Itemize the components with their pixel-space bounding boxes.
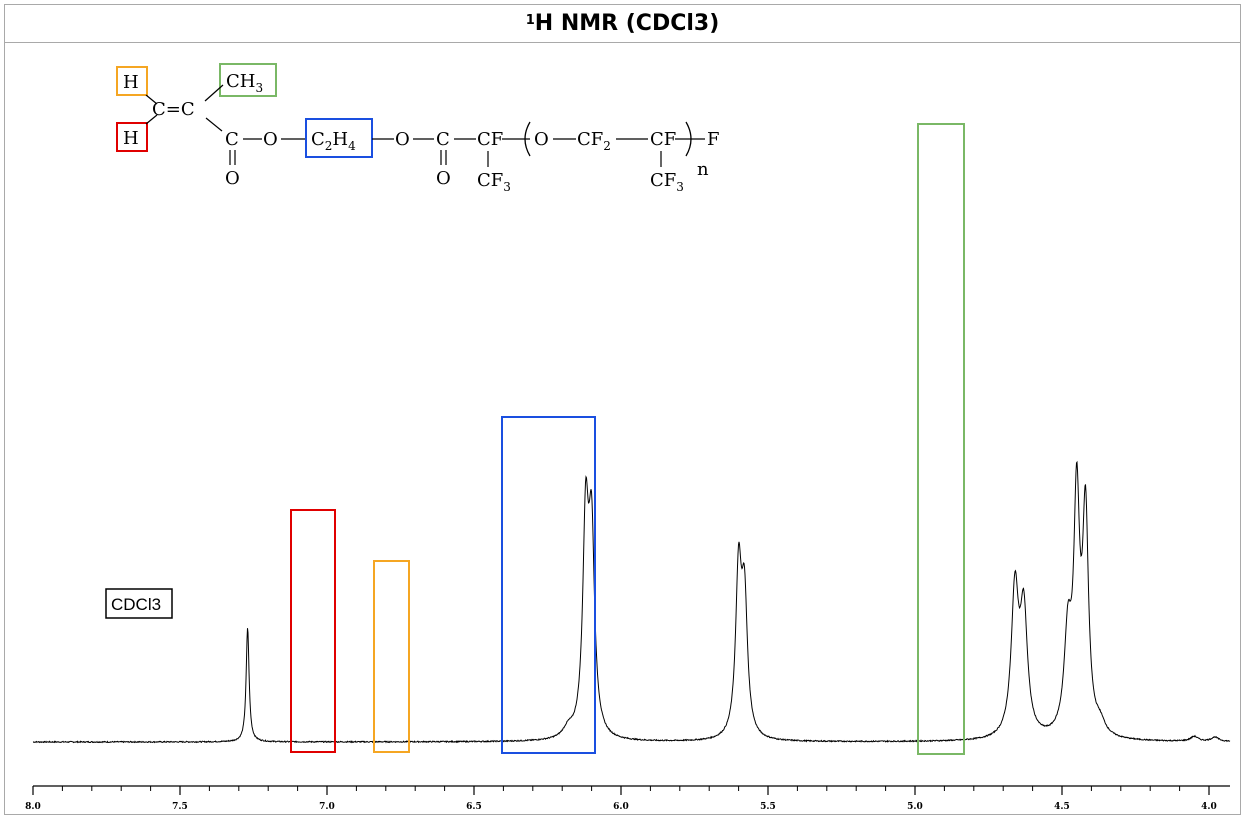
cf2-main: CF <box>577 129 603 150</box>
c2h4-c-sub: 2 <box>325 139 333 153</box>
repeat-oxygen: O <box>534 129 549 150</box>
bond-carbonyl <box>205 117 223 132</box>
ethylene-box <box>305 118 373 158</box>
h-bottom-atom: H <box>123 128 139 149</box>
x-tick-label: 5.0 <box>907 802 923 812</box>
methyl-peak-box <box>917 123 965 755</box>
carbonyl2-oxygen: O <box>436 168 451 189</box>
proton-trans-box <box>116 66 148 96</box>
right-paren <box>685 121 692 157</box>
c2h4-c: C <box>311 129 325 150</box>
ester2-oxygen: O <box>395 129 410 150</box>
x-axis-major-ticks: 8.07.57.06.56.05.55.04.54.03.53.02.52.01… <box>25 786 1217 812</box>
ethylene-peaks-box <box>501 416 596 754</box>
cf-atoms: CF <box>477 129 503 150</box>
repeat-cf3-atoms: CF3 <box>650 170 684 194</box>
proton-cis-box <box>116 122 148 152</box>
carbonyl2-carbon: C <box>436 129 450 150</box>
c2h4-h: H <box>332 129 348 150</box>
ch3-main: CH <box>226 71 255 92</box>
peak-annotations: CDCl3 <box>105 123 965 755</box>
cf3-main: CF <box>477 170 503 191</box>
ch3-atoms: CH3 <box>226 71 263 95</box>
x-tick-label: 8.0 <box>25 802 41 812</box>
carbonyl-carbon: C <box>225 129 239 150</box>
chemical-structure: H H C=C CH3 C O O C2H4 O C O CF CF3 O CF… <box>116 63 720 194</box>
cdcl3-label: CDCl3 <box>111 595 161 614</box>
repeat-cf3-main: CF <box>650 170 676 191</box>
left-paren <box>524 121 531 157</box>
title-text: H NMR (CDCl3) <box>534 11 720 36</box>
bond-h-top <box>145 94 158 105</box>
title-superscript: 1 <box>525 13 535 28</box>
x-tick-label: 6.5 <box>466 802 482 812</box>
x-tick-label: 7.0 <box>319 802 335 812</box>
cis-vinyl-box <box>290 509 336 753</box>
bond-methyl <box>204 84 224 102</box>
x-axis: 8.07.57.06.56.05.55.04.54.03.53.02.52.01… <box>25 785 1230 812</box>
cf2-sub: 2 <box>603 139 611 153</box>
x-tick-label: 4.0 <box>1201 802 1217 812</box>
bond-h-bottom <box>145 114 158 125</box>
spectrum-line <box>32 460 1231 744</box>
repeat-subscript-n: n <box>697 159 709 180</box>
alkene-atoms: C=C <box>152 99 195 120</box>
methyl-box <box>219 63 277 97</box>
cf2-atoms: CF2 <box>577 129 611 153</box>
cf3-sub: 3 <box>503 180 511 194</box>
c2h4-atoms: C2H4 <box>311 129 356 153</box>
trans-vinyl-box <box>373 560 410 753</box>
carbonyl-oxygen: O <box>225 168 240 189</box>
repeat-cf-atoms: CF <box>650 129 676 150</box>
cdcl3-label-box <box>105 588 173 619</box>
ch3-sub: 3 <box>255 81 263 95</box>
ester-oxygen: O <box>263 129 278 150</box>
x-tick-label: 4.5 <box>1054 802 1070 812</box>
c2h4-h-sub: 4 <box>348 139 356 153</box>
x-tick-label: 5.5 <box>760 802 776 812</box>
x-tick-label: 6.0 <box>613 802 629 812</box>
repeat-cf3-sub: 3 <box>676 180 684 194</box>
end-fluorine: F <box>707 129 720 150</box>
h-top-atom: H <box>123 72 139 93</box>
x-tick-label: 7.5 <box>172 802 188 812</box>
cf3-atoms: CF3 <box>477 170 511 194</box>
